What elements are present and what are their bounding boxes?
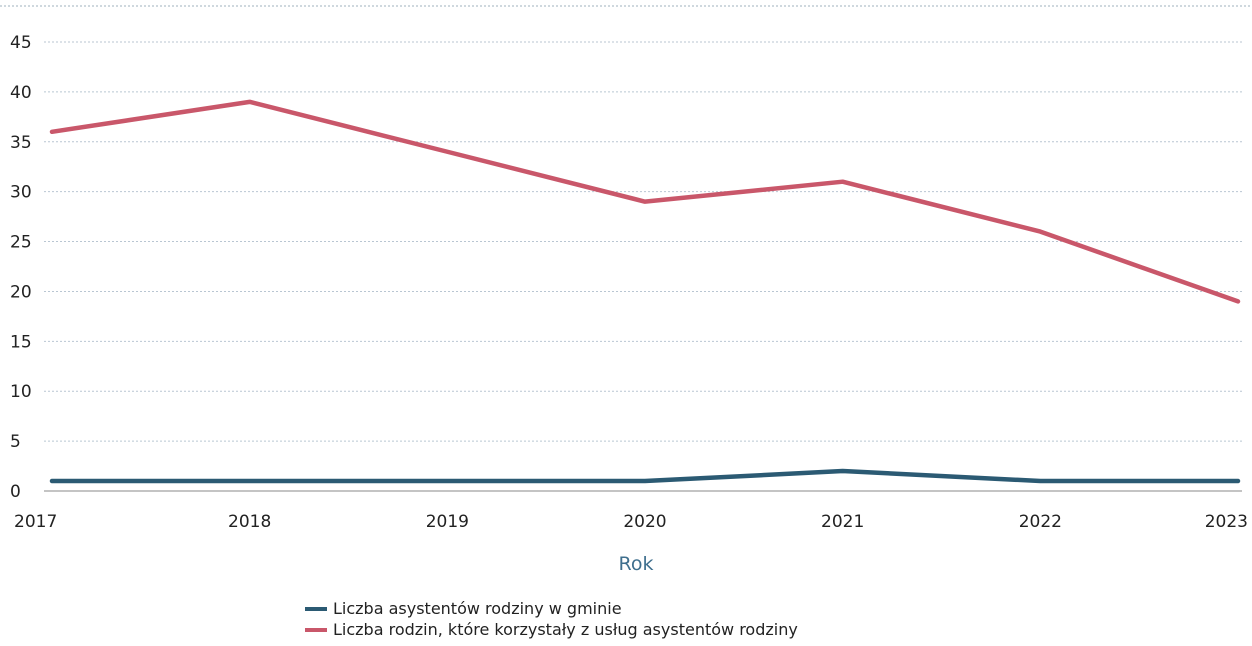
x-tick-label-2018: 2018 bbox=[228, 512, 271, 532]
y-tick-label-30: 30 bbox=[10, 183, 32, 203]
legend-item-assistants: Liczba asystentów rodziny w gminie bbox=[305, 598, 798, 619]
y-tick-label-20: 20 bbox=[10, 282, 32, 302]
y-tick-label-10: 10 bbox=[10, 382, 32, 402]
series-lines bbox=[49, 99, 1241, 484]
legend-label-assistants: Liczba asystentów rodziny w gminie bbox=[333, 599, 622, 618]
legend-swatch-families bbox=[305, 627, 327, 632]
x-axis-ticks: 2017 2018 2019 2020 2021 2022 2023 bbox=[14, 512, 1248, 532]
y-tick-label-0: 0 bbox=[10, 482, 21, 502]
series-line-0 bbox=[49, 468, 1241, 484]
legend-swatch-assistants bbox=[305, 606, 327, 611]
x-axis-label: Rok bbox=[619, 553, 654, 575]
y-axis-ticks: 0 5 10 15 20 25 30 35 40 45 bbox=[10, 33, 32, 502]
legend-label-families: Liczba rodzin, które korzystały z usług … bbox=[333, 620, 798, 639]
legend: Liczba asystentów rodziny w gminie Liczb… bbox=[305, 598, 798, 640]
legend-item-families: Liczba rodzin, które korzystały z usług … bbox=[305, 619, 798, 640]
y-tick-label-25: 25 bbox=[10, 233, 32, 253]
y-tick-label-45: 45 bbox=[10, 33, 32, 53]
y-tick-label-5: 5 bbox=[10, 432, 21, 452]
x-tick-label-2023: 2023 bbox=[1205, 512, 1248, 532]
x-tick-label-2022: 2022 bbox=[1019, 512, 1062, 532]
x-tick-label-2021: 2021 bbox=[821, 512, 864, 532]
y-tick-label-35: 35 bbox=[10, 133, 32, 153]
y-tick-label-15: 15 bbox=[10, 332, 32, 352]
x-tick-label-2020: 2020 bbox=[623, 512, 666, 532]
x-tick-label-2019: 2019 bbox=[426, 512, 469, 532]
gridlines bbox=[44, 41, 1242, 492]
y-tick-label-40: 40 bbox=[10, 83, 32, 103]
x-tick-label-2017: 2017 bbox=[14, 512, 57, 532]
